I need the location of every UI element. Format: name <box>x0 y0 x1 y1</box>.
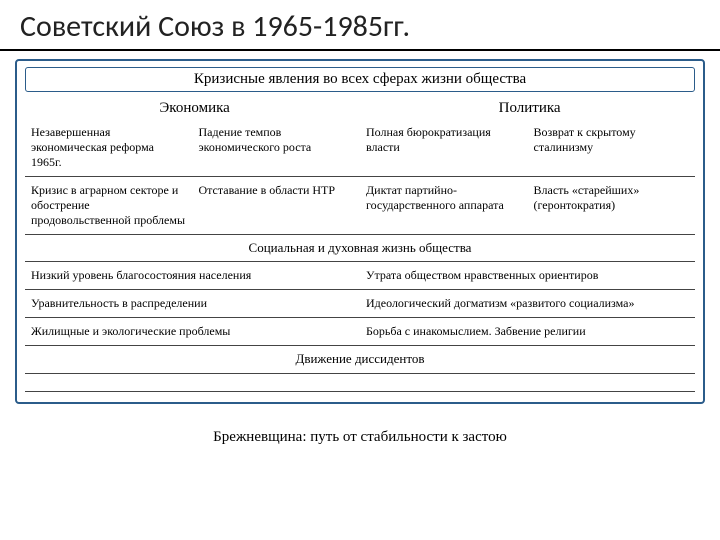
cell: Борьба с инакомыслием. Забвение религии <box>360 318 695 346</box>
cell: Идеологический догматизм «развитого соци… <box>360 290 695 318</box>
page-title: Советский Союз в 1965-1985гг. <box>0 0 720 51</box>
cell: Утрата обществом нравственных ориентиров <box>360 262 695 290</box>
cell: Падение темпов экономического роста <box>193 119 361 177</box>
cell: Диктат партийно-государственного аппарат… <box>360 177 528 235</box>
table-row: Незавершенная экономическая реформа 1965… <box>25 119 695 177</box>
content-container: Кризисные явления во всех сферах жизни о… <box>0 51 720 456</box>
table-row: Уравнительность в распределении Идеологи… <box>25 290 695 318</box>
dual-header: Экономика Политика <box>25 100 695 117</box>
cell: Отставание в области НТР <box>193 177 361 235</box>
cell: Полная бюрократизация власти <box>360 119 528 177</box>
main-table: Незавершенная экономическая реформа 1965… <box>25 119 695 392</box>
spacer-row <box>25 373 695 391</box>
cell: Уравнительность в распределении <box>25 290 360 318</box>
cell: Возврат к скрытому сталинизму <box>528 119 696 177</box>
footer-row: Движение диссидентов <box>25 346 695 373</box>
footer-cell: Движение диссидентов <box>25 346 695 373</box>
header-politics: Политика <box>499 100 561 117</box>
cell: Низкий уровень благосостояния населения <box>25 262 360 290</box>
table-row: Низкий уровень благосостояния населения … <box>25 262 695 290</box>
header-economics: Экономика <box>159 100 229 117</box>
table-row: Жилищные и экологические проблемы Борьба… <box>25 318 695 346</box>
section-header-row: Социальная и духовная жизнь общества <box>25 235 695 262</box>
table-row: Кризис в аграрном секторе и обострение п… <box>25 177 695 235</box>
spacer-cell <box>25 373 695 391</box>
cell: Жилищные и экологические проблемы <box>25 318 360 346</box>
subtitle-box: Кризисные явления во всех сферах жизни о… <box>25 67 695 92</box>
conclusion: Брежневщина: путь от стабильности к заст… <box>15 429 705 446</box>
cell: Власть «старейших» (геронтократия) <box>528 177 696 235</box>
cell: Незавершенная экономическая реформа 1965… <box>25 119 193 177</box>
outer-box: Кризисные явления во всех сферах жизни о… <box>15 59 705 404</box>
section-header-cell: Социальная и духовная жизнь общества <box>25 235 695 262</box>
cell: Кризис в аграрном секторе и обострение п… <box>25 177 193 235</box>
